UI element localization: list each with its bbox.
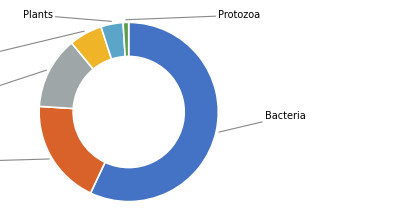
Text: Enzymes: Enzymes xyxy=(0,156,49,166)
Wedge shape xyxy=(39,106,105,193)
Text: Fungi: Fungi xyxy=(0,70,46,97)
Text: Plants: Plants xyxy=(23,10,111,21)
Wedge shape xyxy=(39,43,93,108)
Wedge shape xyxy=(101,23,125,59)
Text: Algae: Algae xyxy=(0,31,84,61)
Wedge shape xyxy=(123,22,129,56)
Wedge shape xyxy=(72,27,112,69)
Text: Protozoa: Protozoa xyxy=(126,10,261,20)
Text: Bacteria: Bacteria xyxy=(219,112,306,132)
Wedge shape xyxy=(91,22,218,202)
